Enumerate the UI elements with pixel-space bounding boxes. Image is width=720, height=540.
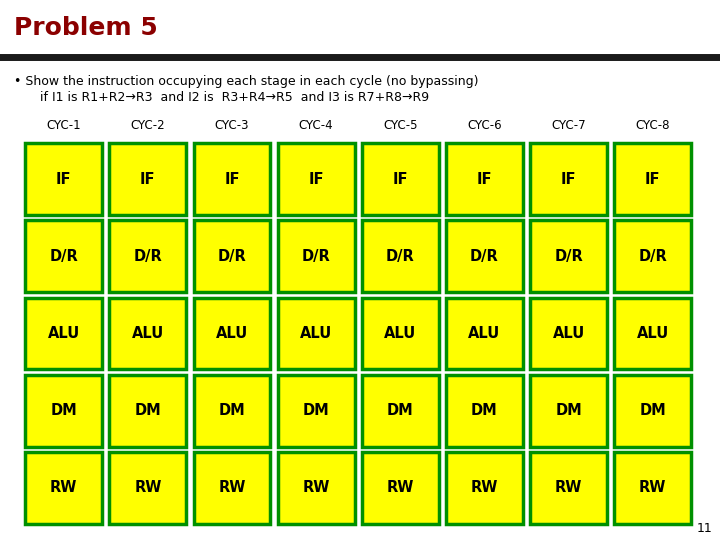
Text: RW: RW [134, 481, 161, 495]
Text: ALU: ALU [300, 326, 332, 341]
FancyBboxPatch shape [109, 375, 186, 447]
Text: CYC-1: CYC-1 [46, 119, 81, 132]
Text: IF: IF [308, 172, 324, 186]
Text: D/R: D/R [302, 249, 330, 264]
FancyBboxPatch shape [530, 143, 607, 215]
FancyBboxPatch shape [25, 452, 102, 524]
FancyBboxPatch shape [109, 452, 186, 524]
FancyBboxPatch shape [278, 143, 355, 215]
FancyBboxPatch shape [361, 143, 438, 215]
Text: ALU: ALU [48, 326, 80, 341]
Text: CYC-4: CYC-4 [299, 119, 333, 132]
Text: CYC-3: CYC-3 [215, 119, 249, 132]
FancyBboxPatch shape [109, 298, 186, 369]
FancyBboxPatch shape [446, 452, 523, 524]
Text: if I1 is R1+R2→R3  and I2 is  R3+R4→R5  and I3 is R7+R8→R9: if I1 is R1+R2→R3 and I2 is R3+R4→R5 and… [40, 91, 428, 104]
FancyBboxPatch shape [614, 452, 691, 524]
Text: RW: RW [387, 481, 414, 495]
Text: DM: DM [219, 403, 246, 418]
FancyBboxPatch shape [361, 375, 438, 447]
FancyBboxPatch shape [194, 375, 271, 447]
FancyBboxPatch shape [278, 375, 355, 447]
Text: ALU: ALU [468, 326, 500, 341]
Text: D/R: D/R [49, 249, 78, 264]
Text: CYC-2: CYC-2 [130, 119, 165, 132]
Text: 11: 11 [697, 522, 713, 535]
Text: RW: RW [50, 481, 77, 495]
Text: ALU: ALU [216, 326, 248, 341]
Text: • Show the instruction occupying each stage in each cycle (no bypassing): • Show the instruction occupying each st… [14, 75, 479, 87]
Text: D/R: D/R [639, 249, 667, 264]
FancyBboxPatch shape [194, 220, 271, 292]
Text: IF: IF [392, 172, 408, 186]
FancyBboxPatch shape [614, 143, 691, 215]
Text: Problem 5: Problem 5 [14, 16, 158, 40]
Text: DM: DM [302, 403, 330, 418]
Text: CYC-5: CYC-5 [383, 119, 418, 132]
Text: DM: DM [555, 403, 582, 418]
FancyBboxPatch shape [194, 298, 271, 369]
FancyBboxPatch shape [109, 143, 186, 215]
FancyBboxPatch shape [278, 220, 355, 292]
FancyBboxPatch shape [530, 452, 607, 524]
Text: ALU: ALU [384, 326, 416, 341]
Text: DM: DM [639, 403, 666, 418]
Text: D/R: D/R [554, 249, 583, 264]
FancyBboxPatch shape [361, 220, 438, 292]
FancyBboxPatch shape [278, 452, 355, 524]
Text: IF: IF [224, 172, 240, 186]
Text: CYC-8: CYC-8 [636, 119, 670, 132]
Text: RW: RW [218, 481, 246, 495]
FancyBboxPatch shape [530, 298, 607, 369]
FancyBboxPatch shape [25, 298, 102, 369]
Text: ALU: ALU [132, 326, 164, 341]
FancyBboxPatch shape [446, 143, 523, 215]
FancyBboxPatch shape [194, 452, 271, 524]
Text: D/R: D/R [217, 249, 246, 264]
FancyBboxPatch shape [614, 298, 691, 369]
FancyBboxPatch shape [446, 220, 523, 292]
Text: RW: RW [639, 481, 667, 495]
Text: DM: DM [135, 403, 161, 418]
FancyBboxPatch shape [194, 143, 271, 215]
Text: IF: IF [56, 172, 71, 186]
Text: IF: IF [140, 172, 156, 186]
Text: CYC-7: CYC-7 [552, 119, 586, 132]
Text: ALU: ALU [636, 326, 669, 341]
Text: D/R: D/R [133, 249, 162, 264]
FancyBboxPatch shape [361, 452, 438, 524]
FancyBboxPatch shape [446, 375, 523, 447]
Text: RW: RW [471, 481, 498, 495]
Text: ALU: ALU [552, 326, 585, 341]
FancyBboxPatch shape [25, 143, 102, 215]
Text: RW: RW [555, 481, 582, 495]
Text: RW: RW [302, 481, 330, 495]
FancyBboxPatch shape [278, 298, 355, 369]
FancyBboxPatch shape [109, 220, 186, 292]
Text: IF: IF [477, 172, 492, 186]
Text: D/R: D/R [470, 249, 499, 264]
Text: IF: IF [561, 172, 576, 186]
Text: DM: DM [50, 403, 77, 418]
Text: IF: IF [645, 172, 660, 186]
Text: DM: DM [387, 403, 414, 418]
FancyBboxPatch shape [614, 375, 691, 447]
FancyBboxPatch shape [25, 220, 102, 292]
FancyBboxPatch shape [25, 375, 102, 447]
FancyBboxPatch shape [530, 220, 607, 292]
FancyBboxPatch shape [614, 220, 691, 292]
FancyBboxPatch shape [446, 298, 523, 369]
Text: DM: DM [471, 403, 498, 418]
Text: CYC-6: CYC-6 [467, 119, 502, 132]
FancyBboxPatch shape [361, 298, 438, 369]
FancyBboxPatch shape [530, 375, 607, 447]
Text: D/R: D/R [386, 249, 415, 264]
